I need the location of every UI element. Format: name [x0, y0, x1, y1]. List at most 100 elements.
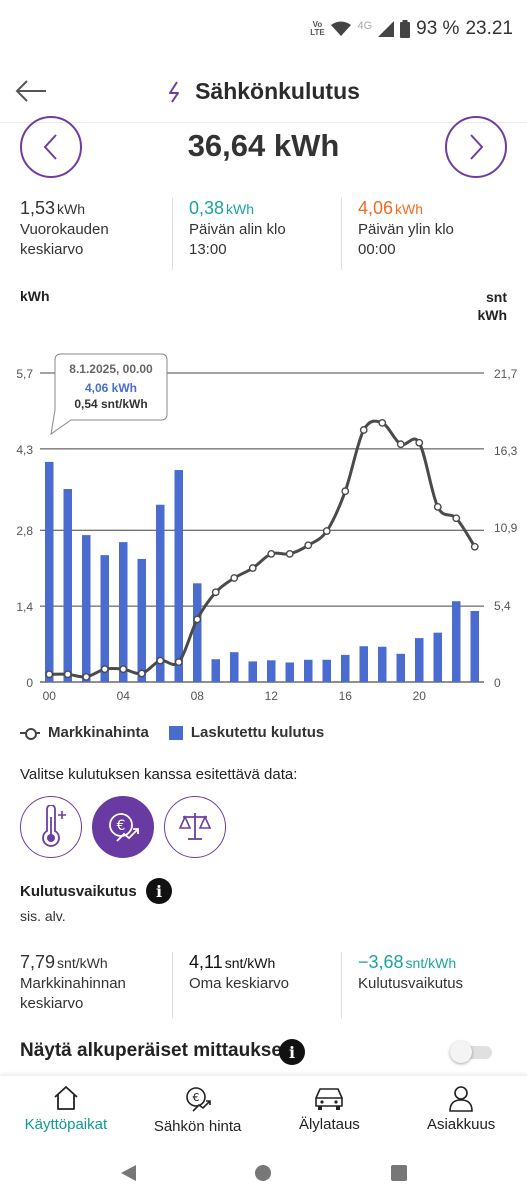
home-circle-icon[interactable] [253, 1163, 273, 1183]
wifi-icon [331, 21, 352, 36]
consumption-bar[interactable] [285, 662, 295, 682]
nav-item-alylataus[interactable]: Älylataus [264, 1076, 396, 1146]
price-point[interactable] [322, 527, 331, 535]
consumption-bar[interactable] [451, 601, 461, 682]
next-day-button[interactable] [445, 116, 507, 178]
price-point[interactable] [415, 438, 424, 447]
consumption-chart[interactable]: 0 01,4 5,42,8 10,94,3 16,35,7 21,700 04 08 12 16 2… [0, 340, 527, 705]
consumption-bar[interactable] [396, 653, 406, 682]
temperature-option-button[interactable] [20, 796, 82, 858]
left-tick-label: 2,8 [16, 524, 33, 538]
original-measurements-toggle[interactable] [450, 1041, 494, 1063]
price-point[interactable] [396, 440, 405, 449]
consumption-bar[interactable] [192, 583, 202, 682]
stat-unit: kWh [395, 201, 424, 217]
info-icon[interactable]: i [146, 878, 172, 904]
price-point[interactable] [156, 656, 165, 665]
data-select-label: Valitse kulutuksen kanssa esitettävä dat… [20, 766, 298, 783]
consumption-bar[interactable] [174, 470, 184, 682]
consumption-bar[interactable] [211, 659, 221, 682]
x-tick-label: 20 [413, 689, 427, 703]
price-point[interactable] [137, 669, 146, 678]
left-tick-label: 1,4 [16, 600, 33, 614]
nav-item-asiakkuus[interactable]: Asiakkuus [395, 1076, 527, 1146]
stat-label: Oma keskiarvo [189, 975, 290, 992]
recents-square-icon[interactable] [389, 1163, 409, 1183]
stat-unit: kWh [226, 201, 255, 217]
stat-value: −3,68 [358, 952, 404, 972]
price-point[interactable] [341, 487, 350, 496]
svg-text:€: € [117, 818, 126, 834]
consumption-bar[interactable] [63, 489, 73, 682]
price-point[interactable] [193, 615, 202, 624]
consumption-bar[interactable] [322, 659, 332, 682]
tooltip-consumption: 4,06 kWh [85, 381, 137, 395]
right-tick-label: 21,7 [494, 367, 518, 381]
temperature-icon [42, 805, 66, 847]
battery-icon [400, 20, 411, 38]
price-point[interactable] [304, 541, 313, 550]
consumption-bar[interactable] [248, 661, 258, 682]
price-option-button[interactable]: € [92, 796, 154, 858]
stat-unit: snt/kWh [57, 955, 108, 971]
right-tick-label: 5,4 [494, 599, 511, 613]
consumption-bar[interactable] [137, 558, 147, 682]
stat-label: Päivän alin klo [189, 221, 286, 238]
x-tick-label: 08 [191, 689, 205, 703]
consumption-bar[interactable] [81, 535, 91, 682]
consumption-bar[interactable] [377, 646, 387, 682]
balance-option-button[interactable] [164, 796, 226, 858]
consumption-bar[interactable] [44, 461, 54, 682]
legend-item-price[interactable]: Markkinahinta [20, 724, 149, 741]
price-point[interactable] [45, 670, 54, 679]
stat-value: 1,53 [20, 198, 56, 218]
impact-stats: 7,79 snt/kWh Markkinahinnan keskiarvo 4,1… [20, 952, 510, 1018]
consumption-bar[interactable] [303, 659, 313, 682]
consumption-bar[interactable] [266, 660, 276, 682]
back-triangle-icon[interactable] [118, 1163, 138, 1183]
nav-item-sahkon-hinta[interactable]: € Sähkön hinta [132, 1076, 264, 1146]
price-point[interactable] [359, 426, 368, 434]
price-point[interactable] [119, 665, 128, 674]
consumption-bar[interactable] [470, 610, 480, 682]
stat-market-average: 7,79 snt/kWh Markkinahinnan keskiarvo [20, 952, 172, 1018]
right-axis-unit-bottom: kWh [477, 307, 507, 323]
price-point[interactable] [285, 549, 294, 558]
legend-item-consumption[interactable]: Laskutettu kulutus [168, 724, 324, 741]
previous-day-button[interactable] [20, 116, 82, 178]
price-point[interactable] [470, 542, 479, 551]
price-point[interactable] [452, 514, 461, 523]
consumption-bar[interactable] [118, 542, 128, 682]
price-trend-icon: € [109, 813, 139, 842]
consumption-bar[interactable] [100, 555, 110, 682]
consumption-bar[interactable] [359, 646, 369, 682]
consumption-bar[interactable] [340, 654, 350, 682]
price-point[interactable] [230, 574, 239, 582]
svg-text:€: € [192, 1091, 199, 1104]
price-point[interactable] [82, 672, 91, 681]
consumption-bar[interactable] [433, 632, 443, 682]
total-consumption: 36,64 kWh [187, 128, 340, 163]
price-point[interactable] [378, 418, 387, 427]
info-icon[interactable]: i [279, 1039, 305, 1065]
price-point[interactable] [267, 549, 276, 558]
consumption-bar[interactable] [229, 652, 239, 682]
left-tick-label: 5,7 [16, 367, 33, 381]
line-marker-icon [20, 727, 40, 740]
car-icon [315, 1088, 344, 1110]
price-point[interactable] [248, 564, 257, 572]
network-type: 4G [357, 20, 373, 32]
consumption-bar[interactable] [155, 504, 165, 682]
price-point[interactable] [100, 665, 109, 674]
tooltip-price: 0,54 snt/kWh [74, 397, 147, 411]
price-point[interactable] [433, 502, 442, 511]
consumption-bar[interactable] [414, 638, 424, 682]
back-button[interactable] [14, 76, 50, 108]
chevron-right-icon [470, 134, 484, 160]
consumption-stats: 1,53 kWh Vuorokauden keskiarvo 0,38 kWh Pä… [20, 198, 510, 270]
price-point[interactable] [63, 670, 72, 679]
price-point[interactable] [174, 658, 183, 666]
price-point[interactable] [211, 588, 220, 597]
stat-label: Markkinahinnan [20, 975, 126, 992]
nav-item-kayttopaikat[interactable]: Käyttöpaikat [0, 1076, 132, 1146]
